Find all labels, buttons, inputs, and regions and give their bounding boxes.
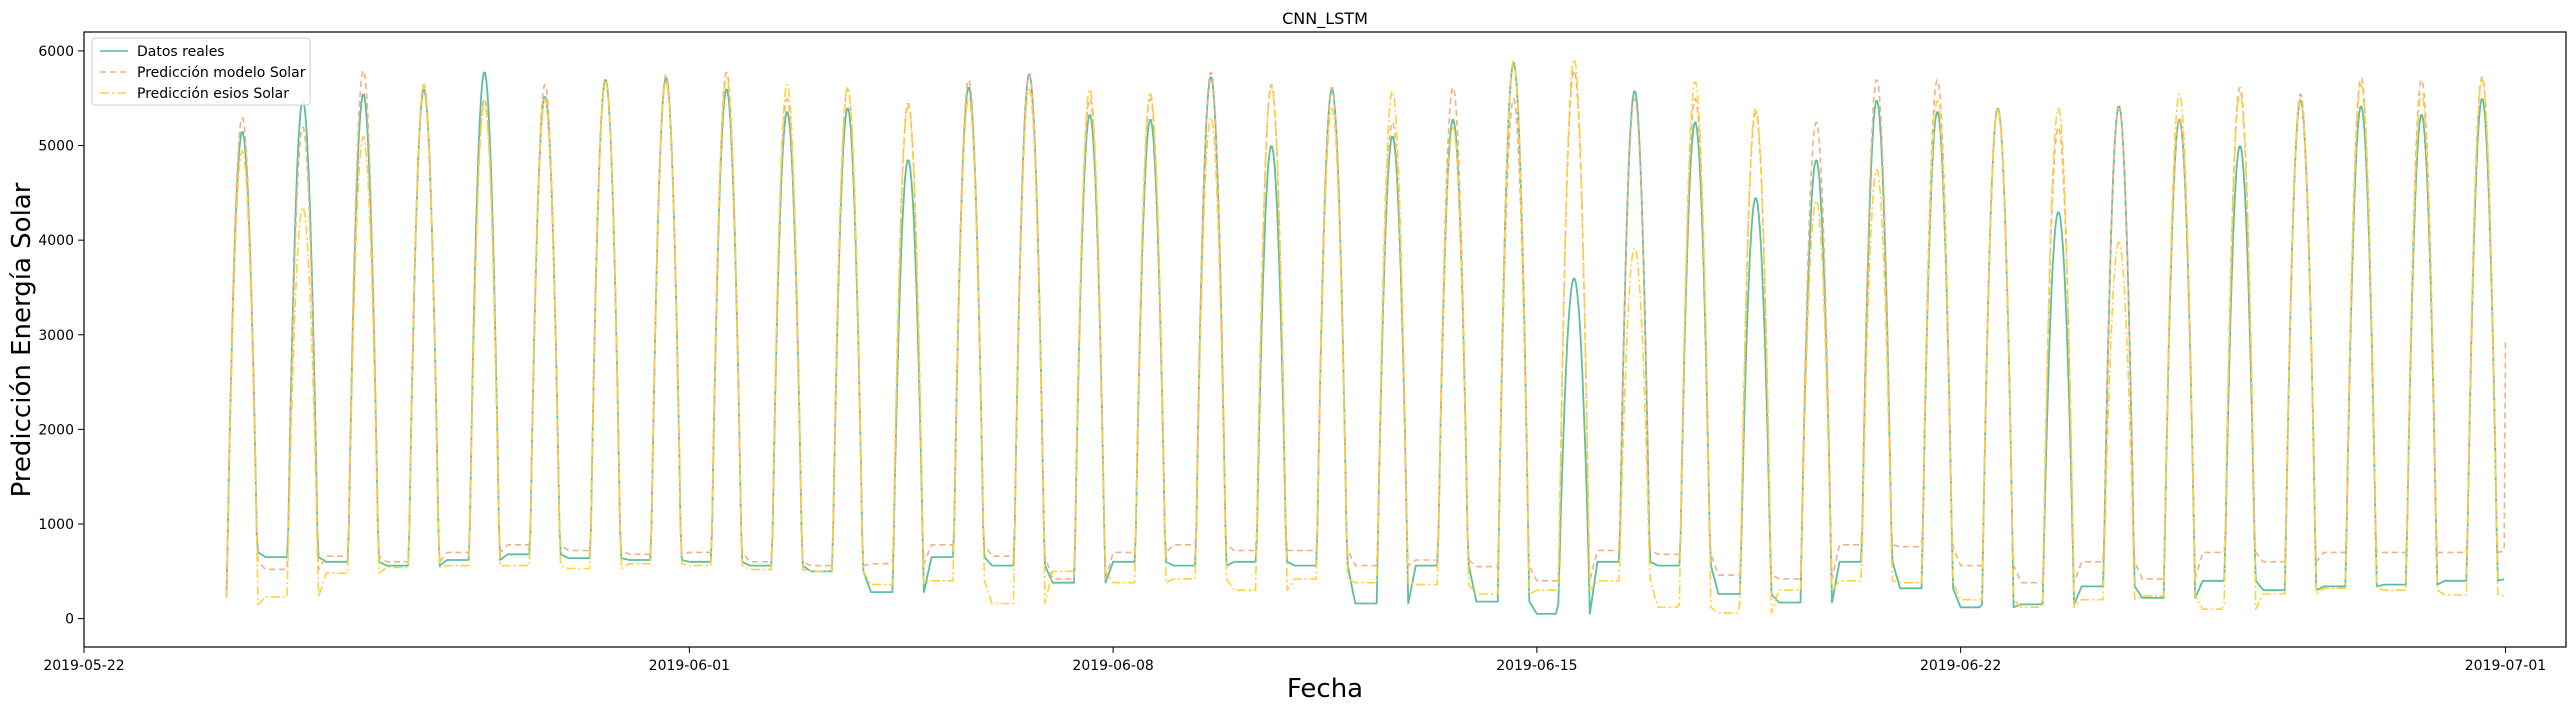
legend-label-series-2: Predicción esios Solar bbox=[137, 86, 289, 102]
chart-title: CNN_LSTM bbox=[1282, 9, 1368, 29]
y-axis-label: Predicción Energía Solar bbox=[7, 182, 37, 497]
series-line-2 bbox=[225, 58, 2505, 614]
y-tick-label-3: 3000 bbox=[38, 328, 74, 344]
legend-label-series-1: Predicción modelo Solar bbox=[137, 65, 306, 81]
axis-ticks: 0 1000 2000 3000 4000 5000 6000 2019-05-22 2019-… bbox=[38, 44, 2546, 674]
plot-area-frame bbox=[83, 31, 2567, 648]
y-tick-label-4: 4000 bbox=[38, 233, 74, 249]
x-tick-label-4: 2019-06-22 bbox=[1920, 658, 2001, 674]
series-line-1 bbox=[225, 70, 2507, 598]
y-tick-label-5: 5000 bbox=[38, 139, 74, 155]
x-tick-label-0: 2019-05-22 bbox=[43, 658, 124, 674]
x-axis-label: Fecha bbox=[1287, 674, 1363, 704]
y-tick-label-0: 0 bbox=[65, 612, 74, 628]
legend: Datos reales Predicción modelo Solar Pre… bbox=[91, 37, 311, 106]
x-tick-label-5: 2019-07-01 bbox=[2465, 658, 2546, 674]
legend-box bbox=[91, 37, 311, 106]
x-tick-label-1: 2019-06-01 bbox=[649, 658, 730, 674]
y-tick-label-6: 6000 bbox=[38, 44, 74, 60]
legend-label-series-0: Datos reales bbox=[137, 44, 225, 60]
y-tick-label-1: 1000 bbox=[38, 517, 74, 533]
series-layer bbox=[225, 58, 2507, 615]
y-tick-label-2: 2000 bbox=[38, 422, 74, 438]
series-line-0 bbox=[225, 62, 2505, 615]
x-tick-label-2: 2019-06-08 bbox=[1072, 658, 1153, 674]
x-tick-label-3: 2019-06-15 bbox=[1496, 658, 1577, 674]
